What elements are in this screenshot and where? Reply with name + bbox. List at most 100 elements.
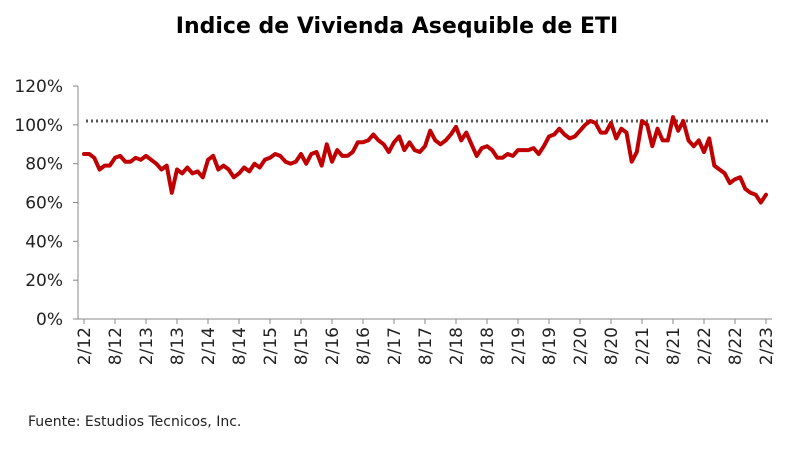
y-axis-ticks bbox=[73, 85, 78, 320]
data-point bbox=[739, 176, 742, 179]
data-point bbox=[181, 172, 184, 175]
data-point bbox=[351, 151, 354, 154]
y-tick-label: 0% bbox=[36, 310, 63, 330]
data-point bbox=[367, 139, 370, 142]
data-point bbox=[372, 133, 375, 136]
data-point bbox=[718, 168, 721, 171]
data-point bbox=[620, 127, 623, 130]
data-point bbox=[672, 116, 675, 119]
data-point bbox=[170, 191, 173, 194]
data-point bbox=[201, 176, 204, 179]
data-point bbox=[434, 139, 437, 142]
data-point bbox=[599, 131, 602, 134]
data-point bbox=[300, 152, 303, 155]
data-point bbox=[460, 139, 463, 142]
data-point bbox=[377, 139, 380, 142]
data-point bbox=[625, 131, 628, 134]
data-point bbox=[393, 141, 396, 144]
data-point bbox=[594, 121, 597, 124]
data-point bbox=[108, 164, 111, 167]
x-axis-labels: 2/12 8/12 2/13 8/13 2/14 8/14 2/15 8/15 2/16 8/16… bbox=[75, 327, 777, 365]
x-tick-label: 2/15 bbox=[261, 327, 281, 365]
y-tick-label: 120% bbox=[14, 77, 63, 97]
data-point bbox=[568, 137, 571, 140]
data-point bbox=[610, 121, 613, 124]
data-point bbox=[289, 162, 292, 165]
data-point bbox=[475, 154, 478, 157]
data-point bbox=[362, 141, 365, 144]
data-point bbox=[145, 154, 148, 157]
data-point bbox=[697, 139, 700, 142]
data-point bbox=[408, 141, 411, 144]
data-point bbox=[83, 152, 86, 155]
data-point bbox=[398, 135, 401, 138]
data-point bbox=[243, 166, 246, 169]
data-point bbox=[589, 119, 592, 122]
data-point bbox=[703, 151, 706, 154]
x-tick-label: 8/19 bbox=[540, 327, 560, 365]
data-point bbox=[651, 145, 654, 148]
data-point bbox=[227, 168, 230, 171]
data-point bbox=[553, 133, 556, 136]
data-point bbox=[93, 156, 96, 159]
data-point bbox=[692, 145, 695, 148]
data-point bbox=[356, 141, 359, 144]
data-point bbox=[176, 168, 179, 171]
data-point bbox=[294, 160, 297, 163]
data-point bbox=[196, 170, 199, 173]
x-axis-ticks bbox=[83, 319, 767, 324]
data-point bbox=[279, 154, 282, 157]
data-point bbox=[346, 154, 349, 157]
x-tick-label: 8/12 bbox=[106, 327, 126, 365]
data-point bbox=[744, 187, 747, 190]
data-point bbox=[522, 149, 525, 152]
x-tick-label: 8/16 bbox=[354, 327, 374, 365]
data-point bbox=[310, 152, 313, 155]
data-point bbox=[677, 129, 680, 132]
data-point bbox=[320, 164, 323, 167]
data-point bbox=[573, 135, 576, 138]
x-tick-label: 2/20 bbox=[571, 327, 591, 365]
data-point bbox=[98, 168, 101, 171]
data-point bbox=[129, 160, 132, 163]
data-point bbox=[728, 182, 731, 185]
data-point bbox=[88, 152, 91, 155]
y-tick-label: 80% bbox=[25, 155, 63, 175]
x-tick-label: 2/19 bbox=[509, 327, 529, 365]
x-tick-label: 8/13 bbox=[168, 327, 188, 365]
x-tick-label: 8/15 bbox=[292, 327, 312, 365]
data-point bbox=[641, 119, 644, 122]
x-tick-label: 8/22 bbox=[726, 327, 746, 365]
data-point bbox=[139, 158, 142, 161]
data-point bbox=[708, 137, 711, 140]
data-point bbox=[418, 151, 421, 154]
data-point bbox=[403, 149, 406, 152]
source-note: Fuente: Estudios Tecnicos, Inc. bbox=[28, 414, 242, 430]
data-point bbox=[150, 158, 153, 161]
y-tick-label: 100% bbox=[14, 116, 63, 136]
data-point bbox=[155, 162, 158, 165]
data-point bbox=[615, 137, 618, 140]
data-point bbox=[413, 149, 416, 152]
data-point bbox=[635, 151, 638, 154]
data-point bbox=[119, 154, 122, 157]
data-point bbox=[315, 151, 318, 154]
x-tick-label: 2/13 bbox=[137, 327, 157, 365]
data-point bbox=[248, 170, 251, 173]
data-point bbox=[258, 166, 261, 169]
data-point bbox=[465, 131, 468, 134]
data-point bbox=[501, 156, 504, 159]
x-tick-label: 2/14 bbox=[199, 327, 219, 365]
data-point bbox=[542, 145, 545, 148]
data-point bbox=[470, 143, 473, 146]
y-axis-labels: 0% 20% 40% 60% 80% 100% 120% bbox=[14, 77, 63, 330]
data-point bbox=[331, 160, 334, 163]
y-tick-label: 40% bbox=[25, 232, 63, 252]
data-point bbox=[439, 143, 442, 146]
data-point bbox=[253, 162, 256, 165]
data-point bbox=[486, 145, 489, 148]
data-point bbox=[134, 156, 137, 159]
data-point bbox=[723, 172, 726, 175]
data-point bbox=[713, 164, 716, 167]
